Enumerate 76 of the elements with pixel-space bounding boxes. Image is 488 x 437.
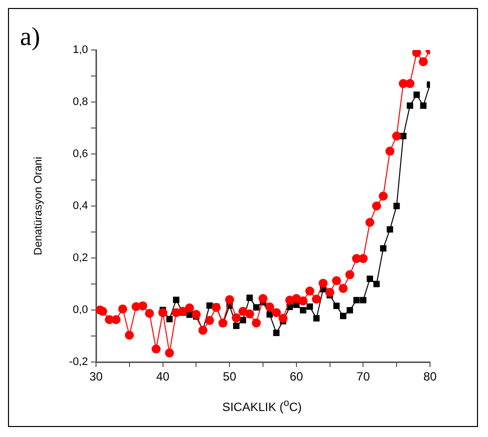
- point: [418, 57, 428, 66]
- point: [392, 132, 402, 141]
- point: [420, 102, 426, 109]
- x-tick-label: 40: [156, 370, 170, 384]
- point: [346, 307, 354, 314]
- point: [240, 316, 246, 324]
- chart-title: a): [20, 22, 40, 52]
- y-tick-label: 0,0: [72, 304, 88, 316]
- point: [138, 301, 148, 310]
- point: [266, 311, 273, 318]
- x-axis-title: SICAKLIK ($^{o}$C): [221, 398, 303, 414]
- point: [278, 314, 288, 323]
- y-tick-label: 0,6: [72, 148, 88, 160]
- x-tick-label: 30: [89, 370, 103, 384]
- point: [313, 315, 320, 322]
- point: [158, 308, 168, 318]
- point: [393, 202, 400, 210]
- x-tick-label: 60: [290, 370, 304, 384]
- point: [166, 316, 173, 322]
- point: [192, 310, 201, 319]
- point: [205, 316, 214, 325]
- point: [258, 294, 268, 304]
- point: [378, 192, 388, 201]
- point: [185, 303, 194, 312]
- point: [124, 330, 134, 340]
- point: [152, 344, 161, 354]
- point: [333, 302, 340, 310]
- x-tick-label: 50: [222, 370, 237, 384]
- point: [246, 294, 253, 301]
- point: [144, 308, 154, 318]
- point: [386, 226, 394, 233]
- x-tick-label: 70: [356, 370, 370, 384]
- point: [253, 304, 260, 311]
- point: [98, 306, 108, 316]
- point: [312, 294, 321, 304]
- y-tick-label: 0,4: [72, 200, 88, 212]
- point: [272, 308, 281, 318]
- point: [365, 218, 374, 227]
- point: [412, 50, 422, 58]
- point: [358, 254, 368, 264]
- point: [112, 315, 121, 324]
- point: [245, 309, 254, 318]
- point: [353, 296, 360, 304]
- point: [345, 270, 354, 280]
- point: [233, 322, 240, 330]
- y-axis-title: Denatürasyon Orani: [32, 156, 45, 256]
- point: [413, 92, 420, 98]
- point: [306, 303, 313, 310]
- point: [406, 102, 414, 109]
- point: [118, 304, 128, 314]
- point: [372, 202, 382, 210]
- point: [338, 284, 348, 293]
- y-tick-label: 0,2: [72, 252, 88, 264]
- point: [232, 313, 241, 322]
- point: [366, 276, 374, 282]
- point: [305, 286, 314, 296]
- point: [332, 276, 341, 286]
- y-tick-label: -0,2: [69, 356, 88, 368]
- point: [340, 312, 346, 320]
- point: [298, 296, 308, 306]
- x-tick-label: 80: [423, 370, 437, 384]
- point: [273, 330, 280, 336]
- point: [385, 146, 394, 156]
- point: [172, 296, 180, 304]
- point: [325, 288, 334, 297]
- point: [206, 302, 213, 309]
- point: [380, 245, 386, 252]
- point: [164, 348, 174, 358]
- point: [252, 318, 261, 328]
- y-tick-label: 1,0: [72, 44, 88, 56]
- point: [300, 307, 306, 314]
- point: [265, 302, 274, 312]
- point: [318, 278, 328, 288]
- point: [360, 296, 366, 304]
- point: [225, 295, 234, 304]
- y-tick-label: 0,8: [72, 96, 88, 108]
